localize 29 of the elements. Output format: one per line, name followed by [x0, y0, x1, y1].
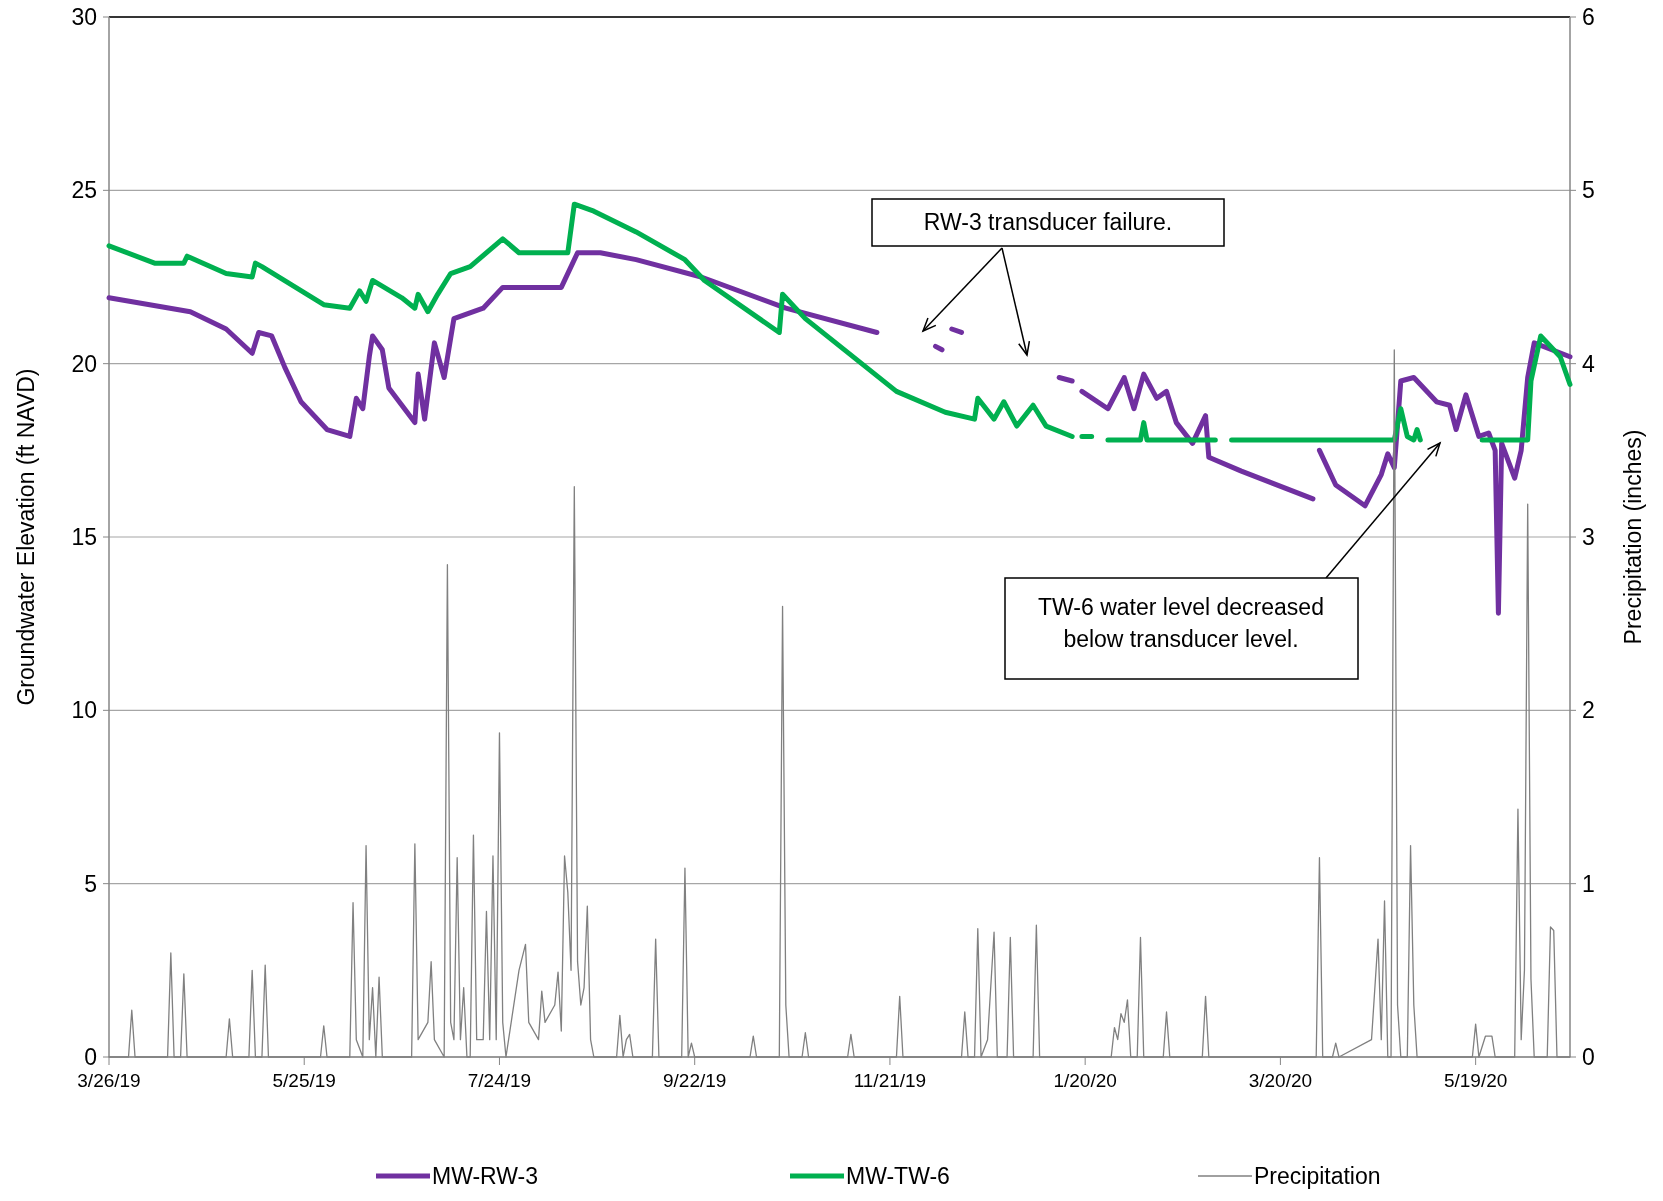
- y-tick-label: 15: [71, 524, 97, 551]
- y2-tick-label: 0: [1582, 1044, 1595, 1071]
- y2-tick-label: 2: [1582, 697, 1595, 724]
- y2-tick-label: 4: [1582, 350, 1595, 377]
- y-tick-label: 5: [84, 870, 97, 897]
- annotation: RW-3 transducer failure.: [923, 209, 1173, 235]
- y-tick-label: 20: [71, 350, 97, 377]
- y-tick-label: 30: [71, 4, 97, 31]
- x-tick-label: 3/26/19: [77, 1070, 141, 1091]
- y2-tick-label: 6: [1582, 4, 1595, 31]
- annotation: TW-6 water level decreased below transducer level.: [1038, 594, 1324, 652]
- y-tick-label: 0: [84, 1044, 97, 1071]
- y2-axis-title: Precipitation (inches): [1620, 429, 1646, 645]
- y2-tick-label: 1: [1582, 870, 1595, 897]
- y-axis-title: Groundwater Elevation (ft NAVD): [13, 368, 39, 706]
- y-tick-label: 25: [71, 177, 97, 204]
- legend-label: Precipitation: [1254, 1163, 1381, 1190]
- legend-label: MW-TW-6: [846, 1163, 950, 1190]
- x-tick-label: 9/22/19: [663, 1070, 727, 1091]
- y2-tick-label: 3: [1582, 524, 1595, 551]
- x-tick-label: 11/21/19: [853, 1070, 927, 1091]
- x-tick-label: 5/25/19: [272, 1070, 336, 1091]
- x-tick-label: 3/20/20: [1248, 1070, 1313, 1091]
- x-tick-label: 7/24/19: [467, 1070, 532, 1091]
- legend-label: MW-RW-3: [432, 1163, 539, 1190]
- x-tick-label: 1/20/20: [1053, 1070, 1117, 1091]
- y-tick-label: 10: [71, 697, 97, 724]
- x-tick-label: 5/19/20: [1443, 1070, 1508, 1091]
- y2-tick-label: 5: [1582, 177, 1595, 204]
